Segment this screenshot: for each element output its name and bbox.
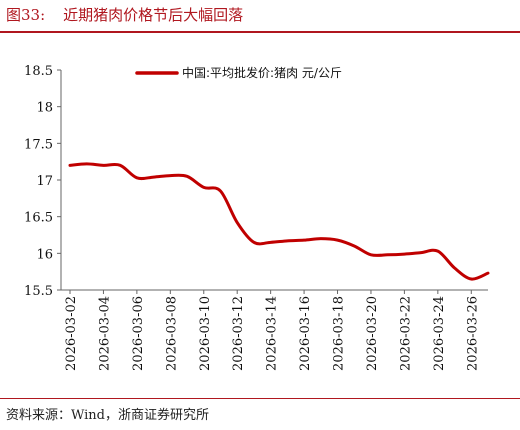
y-tick-label: 18 bbox=[36, 101, 53, 116]
x-axis-ticks: 2026-03-02 2026-03-04 2026-03-06 2026-03-08… bbox=[64, 290, 480, 371]
y-tick-label: 17.5 bbox=[24, 137, 53, 152]
title-rule bbox=[0, 31, 520, 33]
legend: 中国:平均批发价:猪肉 元/公斤 bbox=[135, 65, 342, 80]
x-tick-label: 2026-03-20 bbox=[365, 296, 380, 371]
x-tick-label: 2026-03-22 bbox=[398, 296, 413, 371]
y-tick-label: 15.5 bbox=[24, 284, 53, 299]
y-axis-ticks: 15.5 16 16.5 17 17.5 18 18.5 bbox=[24, 64, 61, 299]
y-tick-label: 17 bbox=[36, 174, 53, 189]
x-tick-label: 2026-03-14 bbox=[265, 296, 280, 371]
x-tick-label: 2026-03-26 bbox=[465, 296, 480, 371]
x-tick-label: 2026-03-12 bbox=[231, 296, 246, 371]
figure-title-text: 近期猪肉价格节后大幅回落 bbox=[63, 6, 244, 24]
figure-number: 图33: bbox=[6, 6, 46, 24]
x-tick-label: 2026-03-10 bbox=[198, 296, 213, 371]
source-rule bbox=[0, 398, 520, 399]
y-tick-label: 16 bbox=[36, 247, 53, 262]
source-note: 资料来源：Wind，浙商证券研究所 bbox=[6, 408, 209, 423]
figure-title: 图33: 近期猪肉价格节后大幅回落 bbox=[6, 4, 243, 25]
chart-axes bbox=[60, 70, 488, 291]
x-tick-label: 2026-03-08 bbox=[164, 296, 179, 371]
x-tick-label: 2026-03-16 bbox=[298, 296, 313, 371]
x-tick-label: 2026-03-06 bbox=[131, 296, 146, 371]
x-tick-label: 2026-03-18 bbox=[332, 296, 347, 371]
series-lines bbox=[68, 162, 490, 281]
y-tick-label: 18.5 bbox=[24, 64, 53, 79]
x-tick-label: 2026-03-24 bbox=[432, 296, 447, 371]
legend-label: 中国:平均批发价:猪肉 元/公斤 bbox=[182, 65, 342, 80]
x-tick-label: 2026-03-02 bbox=[64, 296, 79, 371]
x-tick-label: 2026-03-04 bbox=[97, 296, 112, 371]
series-line bbox=[68, 162, 490, 281]
y-tick-label: 16.5 bbox=[24, 211, 53, 226]
